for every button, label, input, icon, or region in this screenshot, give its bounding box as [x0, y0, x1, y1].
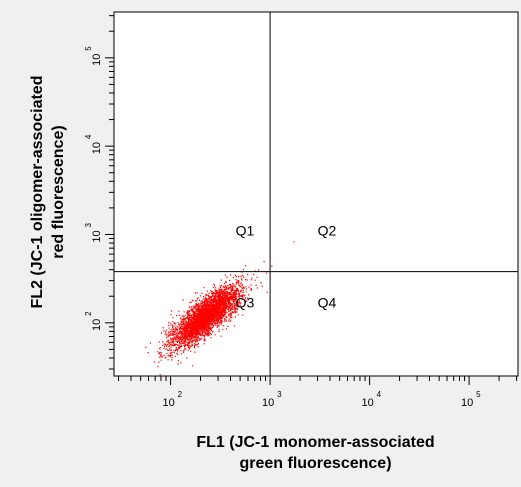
- y-tick-label-group: 10 2: [84, 311, 103, 331]
- event-dots: [145, 241, 295, 376]
- y-tick-label: 10: [91, 319, 103, 331]
- x-tick-label: 10: [361, 397, 373, 409]
- y-tick-label: 10: [91, 54, 103, 66]
- y-tick-label-exponent: 5: [84, 46, 93, 51]
- y-axis-title-line2: red fluorescence): [50, 125, 67, 259]
- y-tick-label: 10: [91, 230, 103, 242]
- quadrant-label-q3: Q3: [236, 294, 255, 310]
- y-tick-label-exponent: 2: [84, 311, 93, 316]
- x-tick-label: 10: [461, 397, 473, 409]
- x-tick-label-exponent: 5: [476, 390, 481, 399]
- y-axis-ticks: 10 2 10 3 10 4 10 5: [84, 15, 114, 370]
- y-tick-label-exponent: 3: [84, 222, 93, 227]
- y-tick-label-group: 10 3: [84, 222, 103, 242]
- y-tick-label: 10: [91, 142, 103, 154]
- y-tick-label-exponent: 4: [84, 134, 93, 139]
- plot-area: [114, 12, 518, 376]
- quadrant-labels: Q1 Q2 Q3 Q4: [236, 222, 337, 310]
- x-axis-title-line1: FL1 (JC-1 monomer-associated: [196, 434, 435, 451]
- quadrant-label-q2: Q2: [318, 222, 337, 238]
- x-axis-title-line2: green fluorescence): [239, 455, 392, 472]
- y-axis-title-line1: FL2 (JC-1 oligomer-associated: [29, 75, 46, 309]
- quadrant-label-q1: Q1: [236, 222, 255, 238]
- x-tick-label-exponent: 4: [377, 390, 382, 399]
- quadrant-gates: [114, 12, 518, 376]
- y-tick-label-group: 10 4: [84, 134, 103, 154]
- x-tick-label-exponent: 2: [178, 390, 183, 399]
- y-axis-title: FL2 (JC-1 oligomer-associated red fluore…: [0, 0, 70, 390]
- x-tick-label: 10: [262, 397, 274, 409]
- quadrant-label-q4: Q4: [318, 294, 337, 310]
- x-tick-label: 10: [162, 397, 174, 409]
- x-tick-label-exponent: 3: [277, 390, 282, 399]
- event-points: [145, 241, 295, 376]
- x-axis-title: FL1 (JC-1 monomer-associated green fluor…: [110, 432, 521, 474]
- y-tick-label-group: 10 5: [84, 46, 103, 66]
- plot-frame: [113, 11, 519, 377]
